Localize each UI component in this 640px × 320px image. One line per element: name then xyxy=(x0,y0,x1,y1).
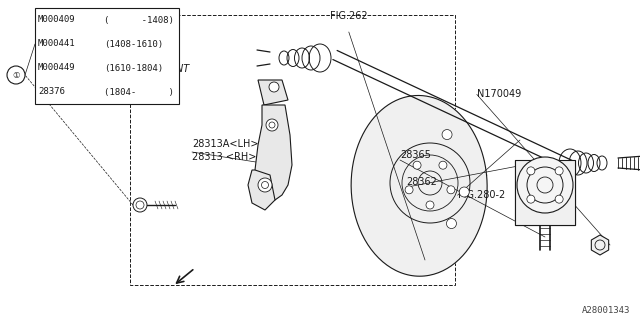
Text: 28365: 28365 xyxy=(400,150,431,160)
Text: (1408-1610): (1408-1610) xyxy=(104,39,163,49)
Circle shape xyxy=(555,195,563,203)
Polygon shape xyxy=(515,160,575,225)
Circle shape xyxy=(269,82,279,92)
Text: FIG.280-2: FIG.280-2 xyxy=(458,190,505,200)
Circle shape xyxy=(405,186,413,194)
Circle shape xyxy=(133,198,147,212)
Circle shape xyxy=(527,195,535,203)
Polygon shape xyxy=(248,170,275,210)
Text: M000409: M000409 xyxy=(38,15,76,25)
Circle shape xyxy=(517,157,573,213)
Text: ①: ① xyxy=(12,70,20,79)
Circle shape xyxy=(413,161,421,169)
Text: 28313 <RH>: 28313 <RH> xyxy=(192,152,257,162)
Text: (1610-1804): (1610-1804) xyxy=(104,63,163,73)
Circle shape xyxy=(442,130,452,140)
Text: M000449: M000449 xyxy=(38,63,76,73)
Circle shape xyxy=(555,167,563,175)
Circle shape xyxy=(426,201,434,209)
Text: N170049: N170049 xyxy=(477,89,521,100)
Polygon shape xyxy=(258,80,288,105)
Polygon shape xyxy=(255,105,292,200)
Circle shape xyxy=(269,122,275,128)
Text: 28376: 28376 xyxy=(38,87,65,97)
Circle shape xyxy=(262,181,269,188)
Circle shape xyxy=(460,187,469,197)
Circle shape xyxy=(527,167,535,175)
Circle shape xyxy=(266,119,278,131)
Text: A28001343: A28001343 xyxy=(582,306,630,315)
Circle shape xyxy=(7,66,25,84)
Circle shape xyxy=(447,219,456,228)
Circle shape xyxy=(258,178,272,192)
Text: FRONT: FRONT xyxy=(157,64,190,74)
Text: FIG.262: FIG.262 xyxy=(330,11,367,21)
Circle shape xyxy=(447,186,455,194)
Polygon shape xyxy=(591,235,609,255)
Circle shape xyxy=(439,161,447,169)
Text: (1804-      ): (1804- ) xyxy=(104,87,174,97)
Polygon shape xyxy=(351,95,487,276)
Text: 28313A<LH>: 28313A<LH> xyxy=(192,139,259,149)
Text: (      -1408): ( -1408) xyxy=(104,15,174,25)
Text: M000441: M000441 xyxy=(38,39,76,49)
Polygon shape xyxy=(35,8,179,104)
Text: 28362: 28362 xyxy=(406,177,437,187)
